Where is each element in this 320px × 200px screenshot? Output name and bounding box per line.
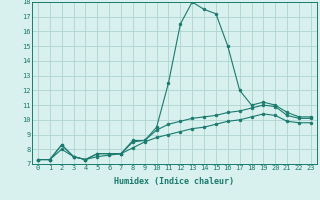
X-axis label: Humidex (Indice chaleur): Humidex (Indice chaleur) <box>115 177 234 186</box>
